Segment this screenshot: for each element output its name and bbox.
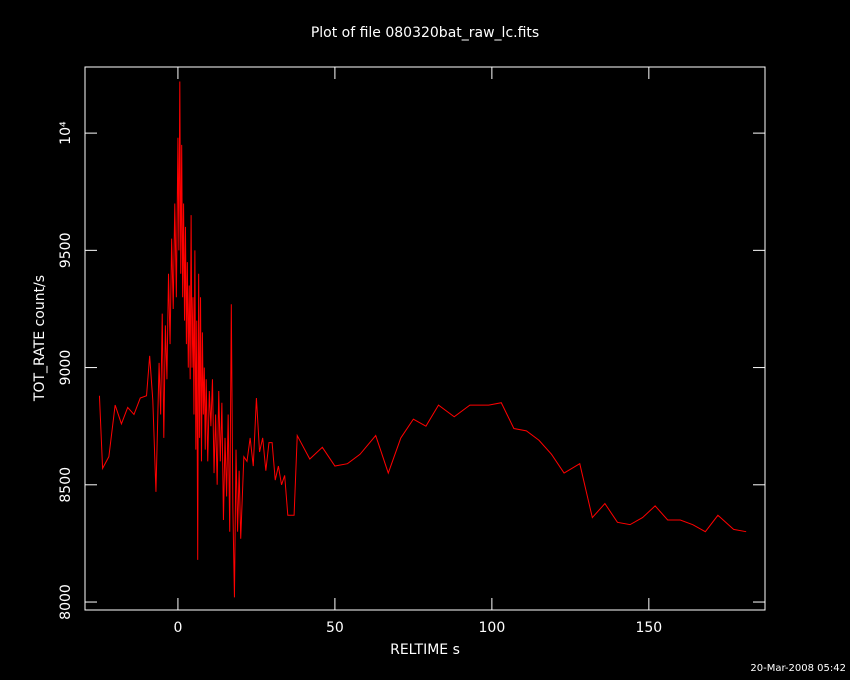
x-axis-label: RELTIME s: [390, 642, 460, 658]
y-tick-label: 8000: [58, 584, 74, 620]
x-tick-label: 100: [479, 620, 506, 636]
plot-frame: [84, 66, 766, 611]
timestamp: 20-Mar-2008 05:42: [750, 663, 846, 674]
x-tick-label: 0: [173, 620, 182, 636]
x-tick-label: 50: [326, 620, 344, 636]
y-tick-label: 10⁴: [58, 121, 74, 145]
y-tick-label: 8500: [58, 467, 74, 503]
data-line: [98, 81, 747, 598]
y-axis-label: TOT_RATE count/s: [32, 275, 48, 402]
y-tick-label: 9500: [58, 233, 74, 269]
x-tick-label: 150: [635, 620, 662, 636]
y-tick-label: 9000: [58, 350, 74, 386]
chart-title: Plot of file 080320bat_raw_lc.fits: [311, 25, 539, 41]
